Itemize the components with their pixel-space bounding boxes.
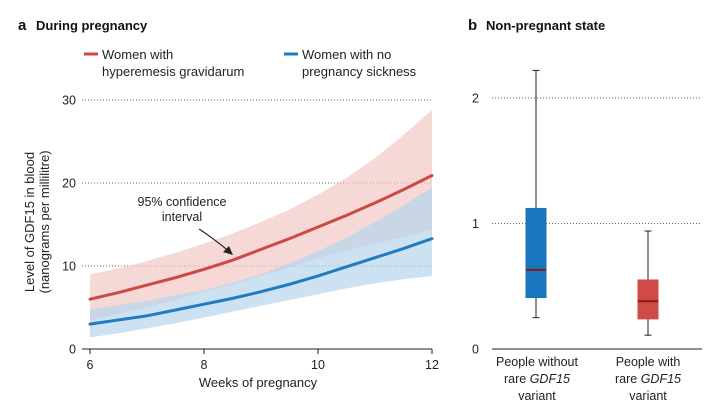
x-tick-label-6: 6: [87, 358, 94, 372]
confidence-band-red: [90, 109, 432, 320]
annotation-line2: interval: [162, 210, 202, 224]
legend-label-no-sickness-line1: Women with no: [302, 47, 391, 62]
y-tick-label-30: 30: [62, 94, 76, 108]
y-axis-title: Level of GDF15 in blood (nanograms per m…: [22, 150, 52, 293]
panel-b-letter: b: [468, 17, 477, 34]
x-axis-title: Weeks of pregnancy: [199, 375, 318, 390]
box-without-variant: [525, 207, 547, 299]
box-label-without-variant: People without rare GDF15 variant: [496, 355, 579, 403]
x-tick-label-10: 10: [311, 358, 325, 372]
confidence-band-blue: [90, 187, 432, 338]
box-label-without-line1: People without: [496, 355, 579, 369]
y-tick-label-20: 20: [62, 177, 76, 191]
y-axis-title-line2: (nanograms per millilitre): [37, 150, 52, 293]
y-tick-label-0: 0: [69, 343, 76, 357]
panel-a-lines: [88, 174, 434, 326]
box-label-with-line2: rare GDF15: [615, 372, 681, 386]
panel-b-plot: 0 1 2: [472, 69, 702, 357]
box-label-without-line3: variant: [518, 389, 556, 403]
y-tick-label-10: 10: [62, 260, 76, 274]
annotation-line1: 95% confidence: [138, 195, 227, 209]
panel-a-confidence-bands: [90, 109, 432, 338]
box-label-with-line3: variant: [629, 389, 667, 403]
legend-label-hyperemesis-line1: Women with: [102, 47, 173, 62]
legend-label-hyperemesis-line2: hyperemesis gravidarum: [102, 64, 244, 79]
series-line-red: [88, 174, 434, 301]
annotation-arrow-head: [223, 246, 233, 255]
x-tick-label-8: 8: [201, 358, 208, 372]
panel-a-plot: 0 10 20 30 6 8 10 12: [62, 94, 439, 373]
box-label-with-line1: People with: [616, 355, 681, 369]
b-y-tick-label-1: 1: [472, 217, 479, 231]
legend-label-no-sickness-line2: pregnancy sickness: [302, 64, 417, 79]
legend: Women with hyperemesis gravidarum Women …: [84, 47, 417, 79]
box-label-with-variant: People with rare GDF15 variant: [615, 355, 681, 403]
panel-a-letter: a: [18, 17, 27, 34]
panel-b-boxes: [525, 69, 659, 336]
x-tick-label-12: 12: [425, 358, 439, 372]
panel-b-title: Non-pregnant state: [486, 18, 605, 33]
panel-b-gridlines: [492, 97, 702, 224]
panel-a-title: During pregnancy: [36, 18, 148, 33]
box-with-variant: [637, 279, 659, 320]
box-label-without-line2: rare GDF15: [504, 372, 570, 386]
panel-a-y-ticks: 0 10 20 30: [62, 94, 76, 357]
b-y-tick-label-0: 0: [472, 343, 479, 357]
series-line-blue: [88, 237, 434, 326]
panel-a-x-ticks: 6 8 10 12: [87, 349, 439, 372]
confidence-interval-annotation: 95% confidence interval: [138, 195, 233, 255]
y-axis-title-line1: Level of GDF15 in blood: [22, 152, 37, 292]
b-y-tick-label-2: 2: [472, 92, 479, 106]
panel-b-y-ticks: 0 1 2: [472, 92, 479, 357]
